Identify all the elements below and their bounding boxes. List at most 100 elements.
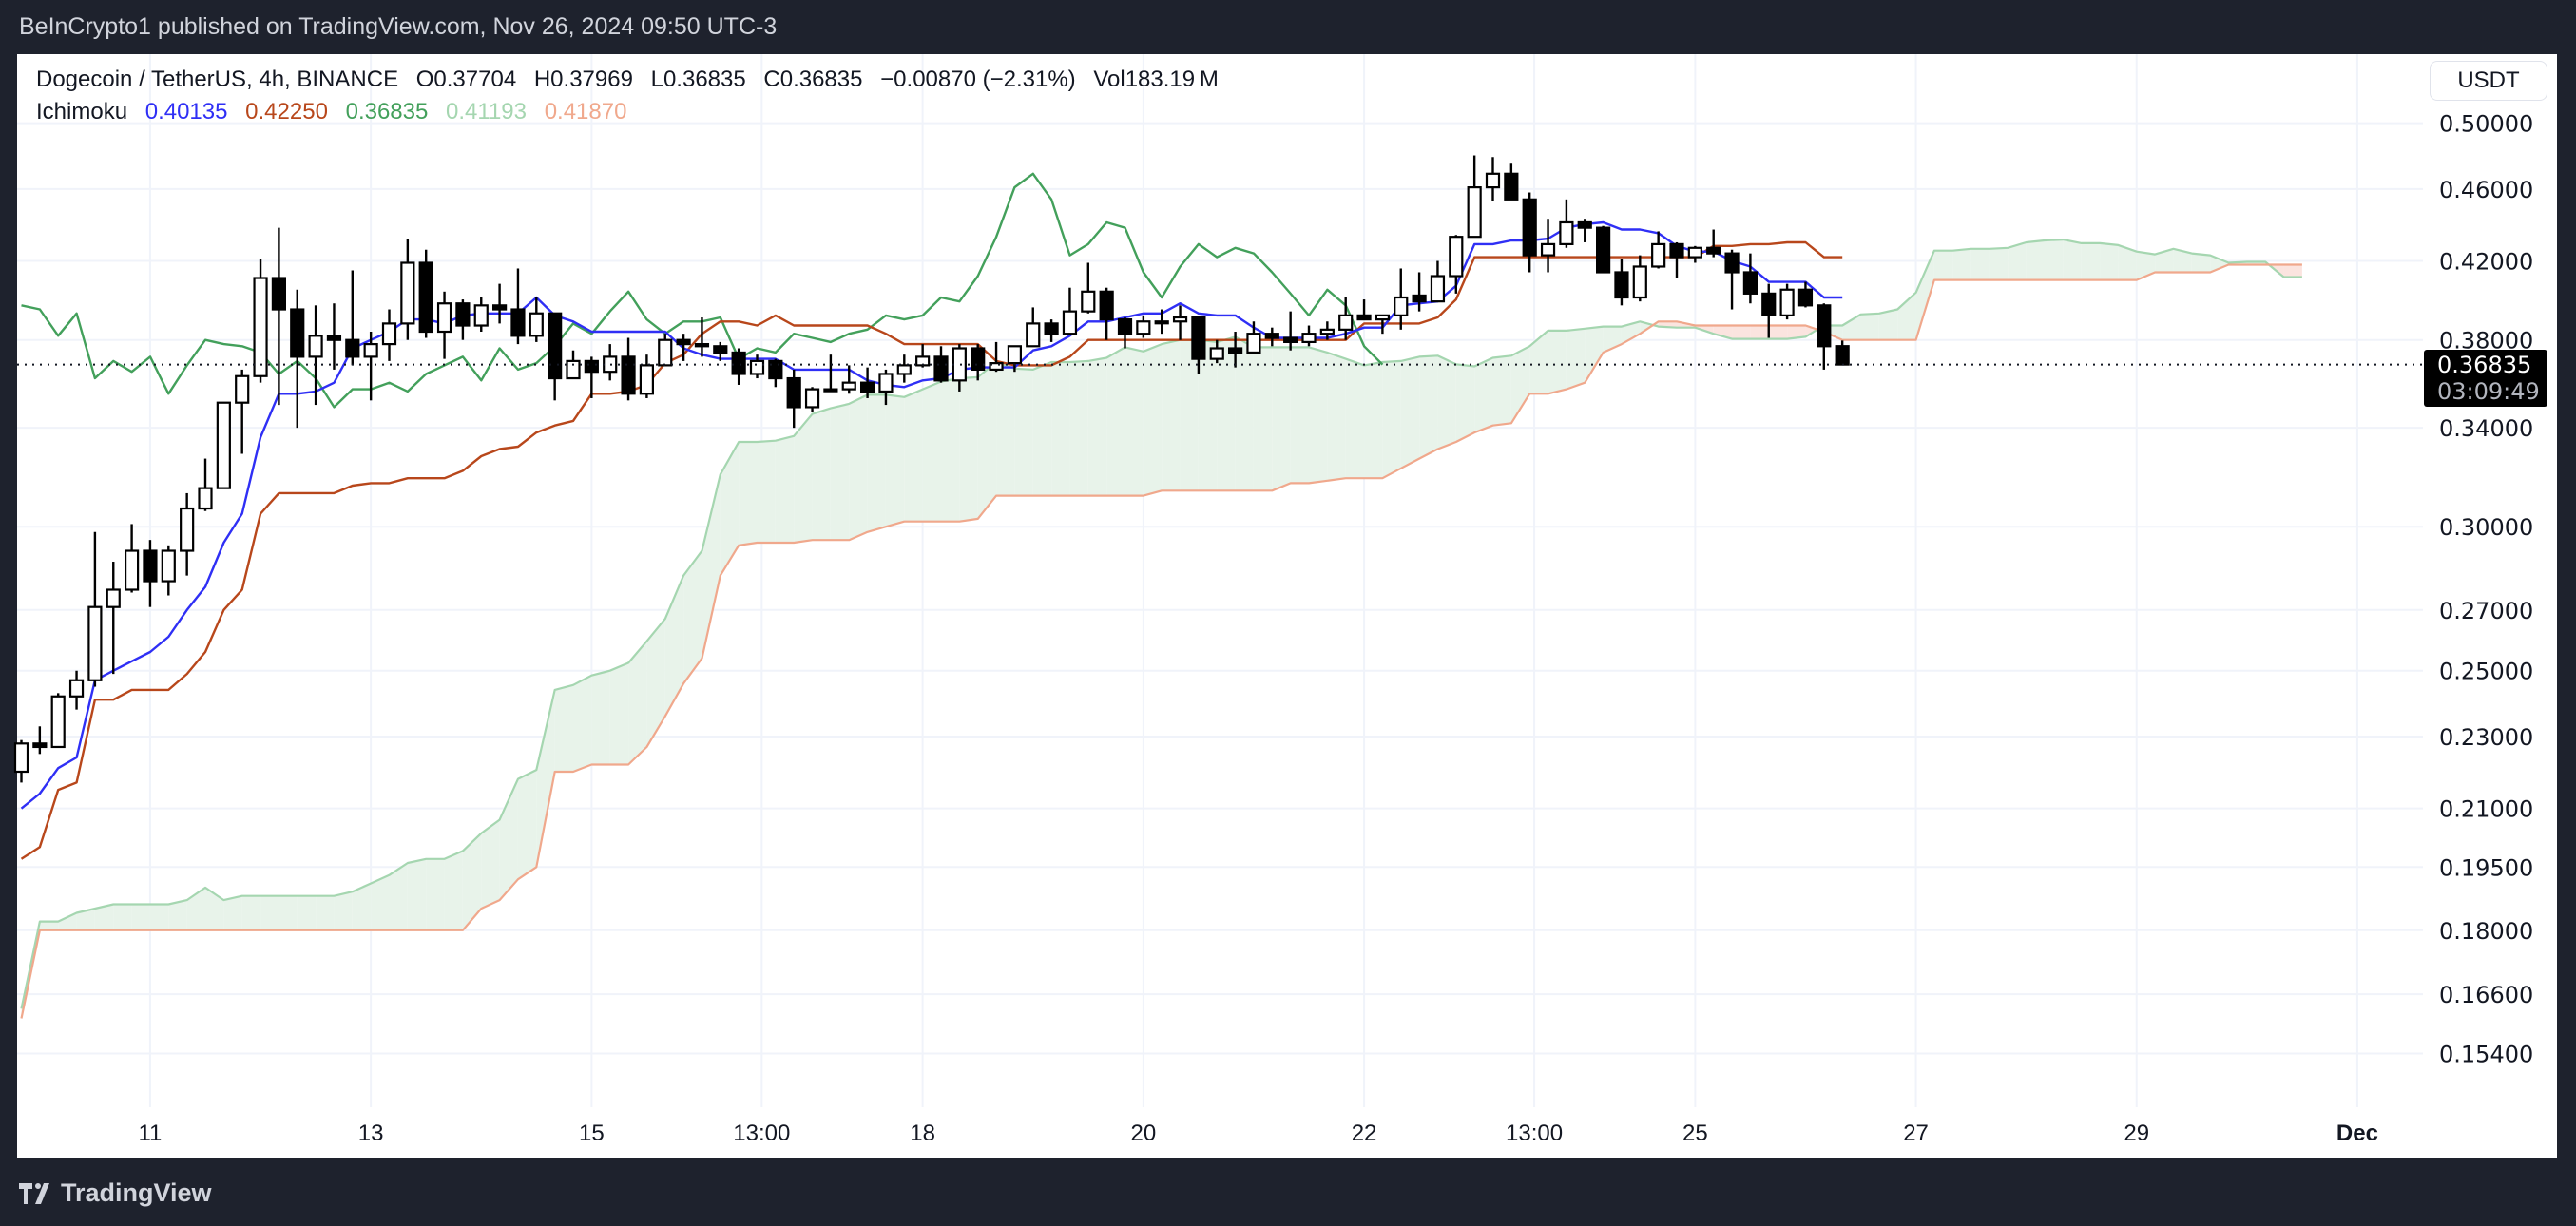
candle-body bbox=[952, 347, 967, 382]
candle-down bbox=[1835, 340, 1850, 366]
candle-body bbox=[1007, 345, 1023, 365]
candle-body bbox=[1246, 333, 1261, 354]
price-tick-label: 0.50000 bbox=[2439, 111, 2533, 138]
cloud-segment-bullish bbox=[1087, 357, 1107, 496]
cloud-segment-bullish bbox=[775, 435, 795, 543]
candle-up bbox=[1136, 315, 1151, 338]
cloud-segment-bullish bbox=[2008, 241, 2027, 280]
cloud-segment-bullish bbox=[407, 858, 427, 930]
price-tick-label: 0.19500 bbox=[2439, 854, 2533, 881]
cloud-segment-bullish bbox=[517, 770, 537, 880]
price-tick-label: 0.23000 bbox=[2439, 724, 2533, 751]
candle-body bbox=[786, 376, 801, 409]
candle-up bbox=[1154, 309, 1169, 335]
time-axis[interactable]: 11 13 15 13:00 18 20 22 13:00 25 27 29 Dec bbox=[138, 1121, 2377, 1146]
cloud-segment-bullish bbox=[2136, 251, 2156, 280]
candle-body bbox=[1706, 246, 1721, 255]
cloud-segment-bullish bbox=[1382, 360, 1401, 479]
candle-body bbox=[1559, 220, 1574, 245]
cloud-segment-bullish bbox=[720, 441, 740, 576]
candle-body bbox=[1412, 294, 1427, 303]
candle-down bbox=[621, 337, 636, 401]
symbol-name[interactable]: Dogecoin / TetherUS, 4h, BINANCE bbox=[36, 67, 399, 92]
cloud-segment-bullish bbox=[1970, 248, 1990, 280]
candle-body bbox=[1026, 322, 1041, 348]
candle-up bbox=[529, 297, 544, 342]
candle-body bbox=[823, 388, 838, 393]
span-b-value: 0.41870 bbox=[544, 99, 627, 125]
cloud-segment-bullish bbox=[830, 403, 850, 541]
cloud-segment-bullish bbox=[922, 381, 941, 522]
candle-body bbox=[1651, 242, 1666, 268]
candle-body bbox=[1319, 328, 1335, 335]
cloud-segment-bullish bbox=[1180, 339, 1199, 491]
candle-body bbox=[1835, 345, 1850, 366]
candle-down bbox=[1595, 225, 1611, 274]
candle-body bbox=[436, 302, 452, 334]
price-tick-label: 0.34000 bbox=[2439, 415, 2533, 442]
cloud-segment-bullish bbox=[1640, 321, 1659, 335]
cloud-segment-bullish bbox=[1014, 368, 1033, 496]
price-tick-label: 0.42000 bbox=[2439, 249, 2533, 276]
cloud-segment-bullish bbox=[1345, 358, 1365, 479]
candle-body bbox=[1172, 316, 1188, 323]
cloud-segment-bullish bbox=[1419, 355, 1438, 459]
candle-body bbox=[1577, 220, 1592, 229]
close-value: C0.36835 bbox=[763, 67, 863, 92]
candle-up bbox=[180, 492, 195, 576]
candle-up bbox=[989, 341, 1004, 373]
cloud-segment-bearish bbox=[2283, 264, 2302, 278]
candle-body bbox=[68, 679, 85, 698]
price-tick-label: 0.25000 bbox=[2439, 659, 2533, 685]
cloud-segment-bullish bbox=[628, 641, 647, 765]
candle-body bbox=[1669, 242, 1684, 259]
candle-down bbox=[731, 348, 746, 385]
cloud-segment-bullish bbox=[554, 684, 573, 772]
price-axis[interactable]: 0.500000.460000.420000.380000.340000.300… bbox=[2439, 111, 2533, 1068]
candle-body bbox=[106, 588, 121, 608]
candle-down bbox=[455, 299, 471, 340]
candle-up bbox=[473, 297, 489, 333]
candle-body bbox=[345, 338, 360, 358]
cloud-segment-bullish bbox=[1106, 347, 1125, 496]
candle-up bbox=[1338, 297, 1354, 340]
cloud-segment-bullish bbox=[885, 394, 905, 527]
cloud-segment-bullish bbox=[1290, 347, 1309, 484]
indicator-name[interactable]: Ichimoku bbox=[36, 99, 128, 125]
chart-panel[interactable] bbox=[17, 54, 2557, 1158]
tradingview-logo[interactable]: TradingView bbox=[19, 1178, 212, 1208]
candle-down bbox=[143, 540, 158, 607]
candle-up bbox=[1485, 157, 1501, 201]
candle-down bbox=[418, 249, 433, 338]
candle-down bbox=[1117, 316, 1133, 349]
cloud-segment-bullish bbox=[2063, 239, 2082, 280]
cloud-segment-bullish bbox=[683, 550, 702, 684]
price-tick-label: 0.16600 bbox=[2439, 982, 2533, 1008]
candle-down bbox=[1283, 311, 1298, 351]
candle-body bbox=[1797, 288, 1814, 307]
tenkan-value: 0.40135 bbox=[144, 99, 228, 125]
cloud-segment-bullish bbox=[260, 895, 279, 930]
candle-down bbox=[1797, 281, 1814, 308]
candle-up bbox=[1301, 325, 1317, 347]
time-tick-label: 11 bbox=[138, 1121, 162, 1146]
currency-button[interactable]: USDT bbox=[2430, 61, 2547, 101]
candle-body bbox=[1338, 314, 1354, 331]
candle-up bbox=[1467, 155, 1482, 239]
candle-up bbox=[804, 387, 820, 412]
cloud-segment-bullish bbox=[297, 895, 317, 930]
candle-body bbox=[32, 742, 48, 749]
candle-body bbox=[1283, 336, 1298, 344]
candle-up bbox=[1209, 339, 1224, 364]
candle-body bbox=[1614, 271, 1629, 299]
candle-up bbox=[216, 401, 231, 489]
candle-body bbox=[1154, 320, 1169, 325]
cloud-segment-bullish bbox=[739, 441, 758, 546]
cloud-segment-bullish bbox=[426, 858, 445, 930]
candle-down bbox=[713, 341, 728, 361]
candle-body bbox=[878, 373, 894, 393]
chikou-value: 0.36835 bbox=[345, 99, 429, 125]
cloud-segment-bullish bbox=[371, 874, 390, 930]
cloud-segment-bullish bbox=[664, 575, 684, 717]
